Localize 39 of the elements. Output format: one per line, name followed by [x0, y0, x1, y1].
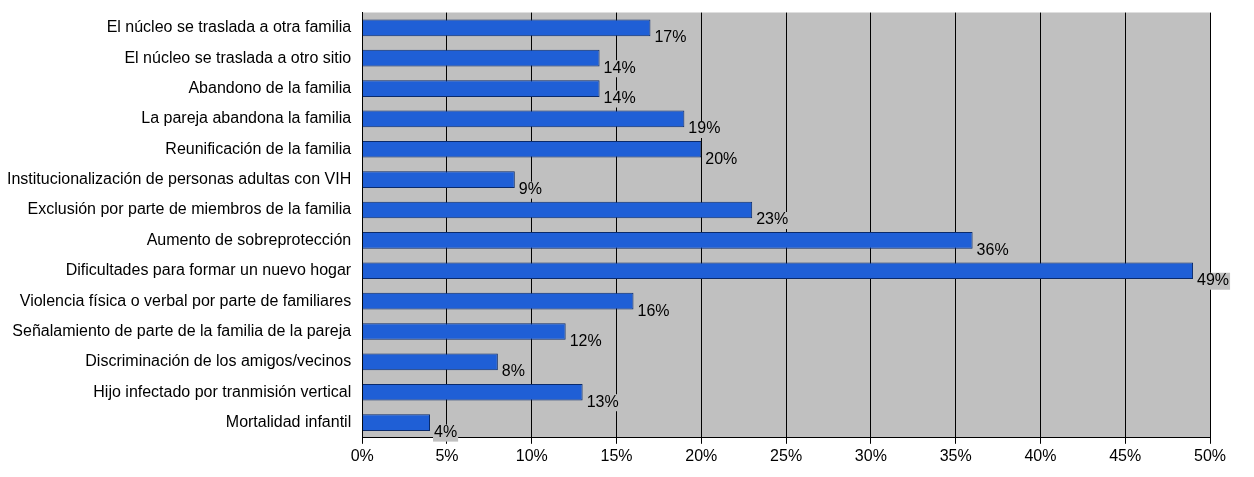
x-tick-label: 45%: [1109, 446, 1142, 464]
y-tick-label: Aumento de sobreprotección: [146, 230, 352, 248]
y-tick-label: Señalamiento de parte de la familia de la pareja: [12, 321, 352, 339]
y-tick-label: Abandono de la familia: [188, 78, 352, 96]
x-tick-label: 10%: [515, 446, 548, 464]
x-tick-label: 15%: [600, 446, 633, 464]
y-tick-label: Mortalidad infantil: [225, 413, 352, 431]
data-label: 20%: [705, 149, 738, 167]
data-label: 16%: [637, 301, 670, 319]
y-tick-label: El núcleo se traslada a otra familia: [106, 18, 352, 36]
y-tick-label: Discriminación de los amigos/vecinos: [85, 352, 352, 370]
x-tick-label: 30%: [854, 446, 887, 464]
y-tick-label: Reunificación de la familia: [165, 139, 352, 157]
y-tick-label: El núcleo se traslada a otro sitio: [124, 48, 352, 66]
x-tick-label: 0%: [350, 446, 374, 464]
data-label: 19%: [688, 119, 721, 137]
data-label: 36%: [976, 240, 1009, 258]
y-tick-label: Violencia física o verbal por parte de familiares: [19, 291, 352, 309]
data-label: 13%: [586, 392, 619, 410]
data-label: 4%: [434, 423, 458, 441]
x-tick-label: 25%: [770, 446, 803, 464]
x-tick-label: 20%: [685, 446, 718, 464]
data-label: 49%: [1197, 271, 1230, 289]
data-label: 8%: [501, 362, 525, 380]
y-tick-label: Hijo infectado por tranmisión vertical: [93, 382, 352, 400]
data-label: 14%: [603, 88, 636, 106]
x-tick-label: 5%: [435, 446, 459, 464]
y-tick-label: Dificultades para formar un nuevo hogar: [65, 261, 352, 279]
y-tick-label: Exclusión por parte de miembros de la familia: [27, 200, 352, 218]
data-label: 14%: [603, 58, 636, 76]
x-tick-label: 50%: [1193, 446, 1227, 464]
data-label: 23%: [756, 210, 789, 228]
data-label: 9%: [518, 180, 542, 198]
y-tick-label: Institucionalización de personas adultas con VIH: [7, 170, 352, 188]
x-tick-label: 35%: [939, 446, 972, 464]
data-label: 12%: [569, 331, 602, 349]
data-label: 17%: [654, 28, 687, 46]
y-tick-label: La pareja abandona la familia: [141, 109, 352, 127]
x-tick-label: 40%: [1024, 446, 1057, 464]
